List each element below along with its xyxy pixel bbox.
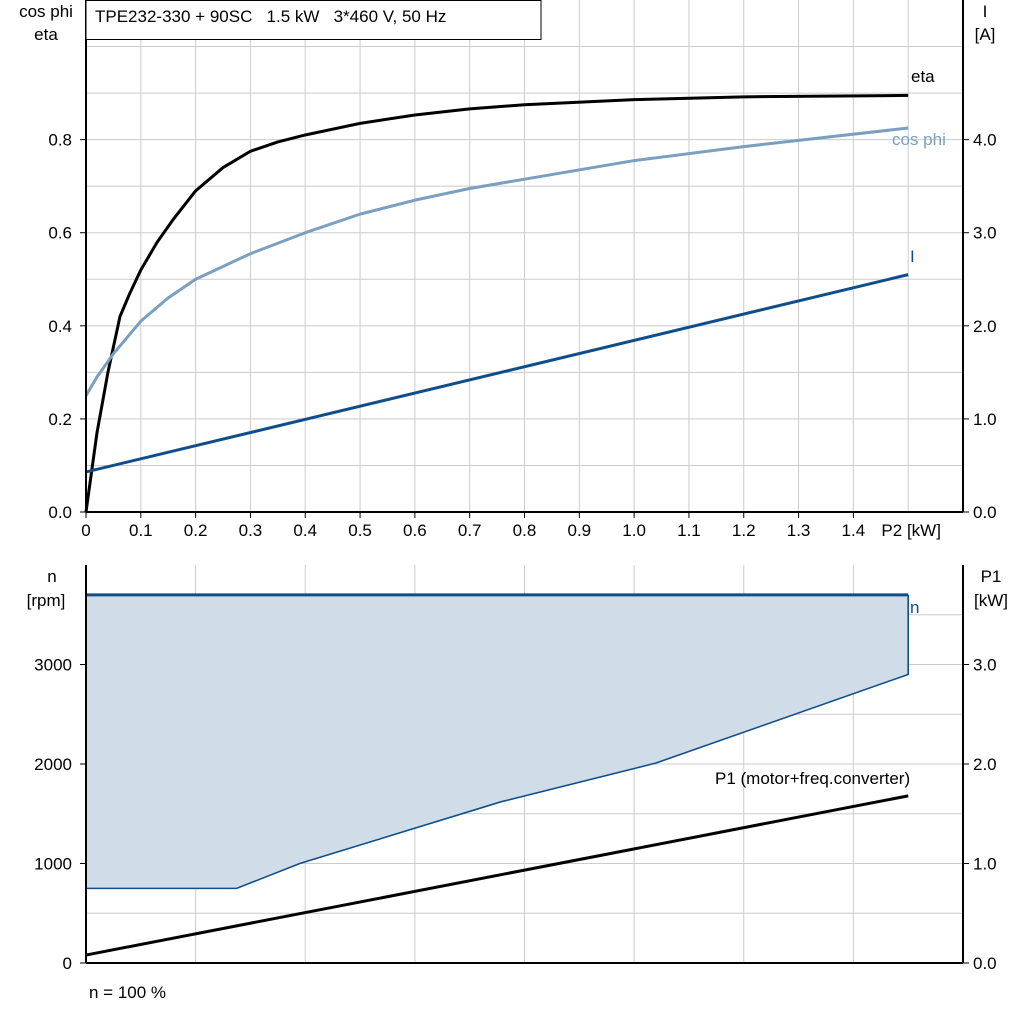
speed-range-fill (86, 594, 909, 889)
y-tick-label-right: 3.0 (973, 224, 997, 243)
right-axis-label-i: I (983, 2, 988, 21)
y-tick-label-left: 0.4 (48, 317, 72, 336)
y-tick-label-left: 0.8 (48, 131, 72, 150)
right-axis-label-p1: P1 (981, 567, 1002, 586)
x-tick-label: 1.3 (787, 521, 811, 540)
top-chart-grid (86, 0, 963, 512)
footnote-speed: n = 100 % (89, 983, 166, 1002)
y-tick-label-right: 3.0 (973, 656, 997, 675)
x-axis-unit-label: P2 [kW] (881, 521, 941, 540)
y-tick-label-left: 1000 (34, 855, 72, 874)
left-axis-label-cosphi: cos phi (19, 2, 73, 21)
x-tick-label: 0.5 (348, 521, 372, 540)
y-tick-label-left: 0.0 (48, 503, 72, 522)
right-axis-unit-kw: [kW] (974, 591, 1008, 610)
chart-series (84, 93, 909, 957)
chart-title: TPE232-330 + 90SC 1.5 kW 3*460 V, 50 Hz (95, 7, 446, 26)
y-tick-label-right: 0.0 (973, 954, 997, 973)
x-tick-label: 1.0 (622, 521, 646, 540)
chart-frames (80, 0, 969, 964)
y-tick-label-right: 1.0 (973, 855, 997, 874)
left-axis-unit-rpm: [rpm] (27, 591, 66, 610)
tick-labels: 0 0.1 0.2 0.3 0.4 0.5 0.6 0.7 0.8 0.9 1.0 1.1 1.2 1.3… (34, 131, 996, 973)
series-line-eta (84, 93, 909, 513)
series-line-cos-phi (84, 126, 909, 397)
y-tick-label-left: 0.2 (48, 410, 72, 429)
series-label-i: I (910, 247, 915, 266)
series-label-cosphi: cos phi (892, 130, 946, 149)
x-tick-label: 1.4 (842, 521, 866, 540)
y-tick-label-left: 2000 (34, 755, 72, 774)
y-tick-label-right: 1.0 (973, 410, 997, 429)
y-tick-label-right: 4.0 (973, 131, 997, 150)
y-tick-label-left: 3000 (34, 656, 72, 675)
x-tick-label: 0.8 (513, 521, 537, 540)
speed-range-area (86, 594, 909, 889)
x-tick-label: 1.1 (677, 521, 701, 540)
x-tick-label: 0.9 (567, 521, 591, 540)
x-tick-label: 0.2 (184, 521, 208, 540)
y-tick-label-right: 2.0 (973, 755, 997, 774)
x-tick-label: 0.3 (239, 521, 263, 540)
series-line-I (85, 273, 909, 474)
x-tick-label: 0.1 (129, 521, 153, 540)
left-axis-label-n: n (47, 567, 56, 586)
y-tick-label-right: 2.0 (973, 317, 997, 336)
series-line-p1 (85, 794, 909, 957)
y-tick-label-right: 0.0 (973, 503, 997, 522)
x-tick-label: 0.7 (458, 521, 482, 540)
title-box (85, 0, 542, 40)
x-tick-label: 0.4 (293, 521, 317, 540)
series-line-n-min (86, 594, 909, 890)
x-tick-label: 0.6 (403, 521, 427, 540)
series-label-n: n (910, 598, 919, 617)
right-axis-unit-a: [A] (975, 25, 996, 44)
series-label-p1: P1 (motor+freq.converter) (715, 769, 910, 788)
series-label-eta: eta (911, 67, 935, 86)
y-tick-label-left: 0 (63, 954, 72, 973)
x-tick-label: 0 (81, 521, 90, 540)
x-tick-label: 1.2 (732, 521, 756, 540)
left-axis-label-eta: eta (34, 25, 58, 44)
y-tick-label-left: 0.6 (48, 224, 72, 243)
